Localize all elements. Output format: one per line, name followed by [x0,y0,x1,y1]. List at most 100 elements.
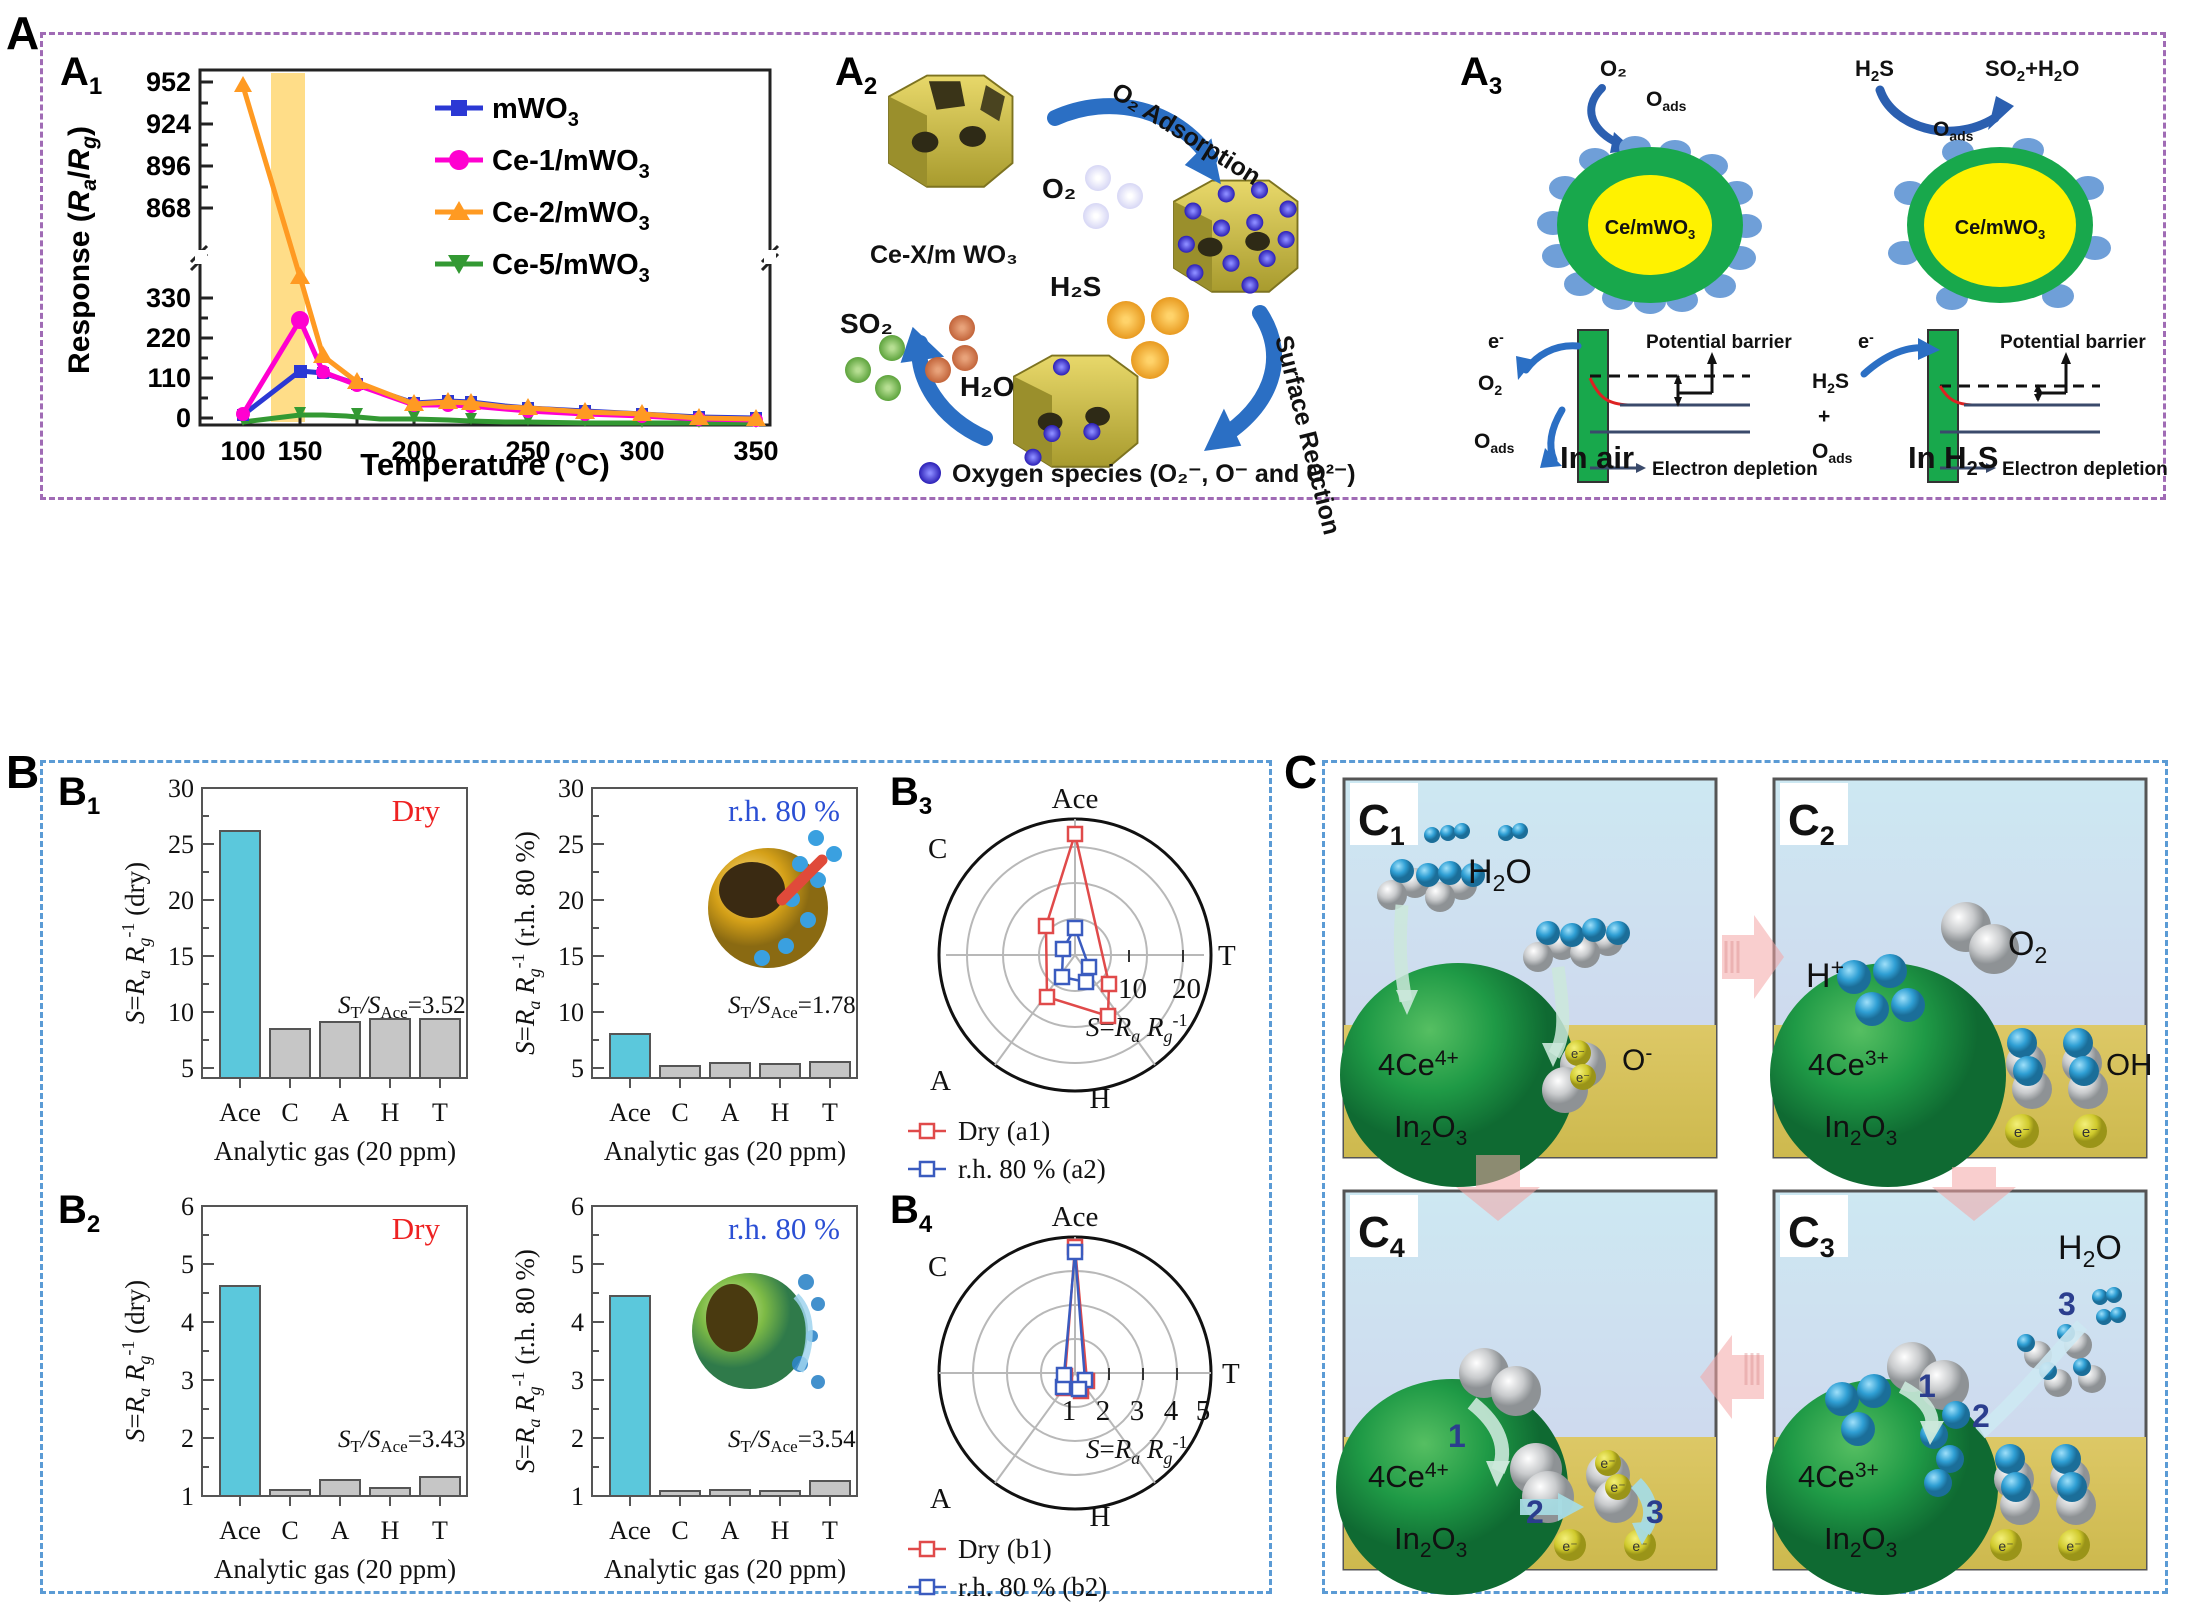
subpanel-b3-label: B3 [890,770,932,821]
b1d-xlabel: Analytic gas (20 ppm) [214,1136,456,1166]
a1-xtick: 100 [220,436,265,466]
b3-rtick-10: 10 [1118,973,1147,1005]
arrow-o2-adsorption [1047,98,1221,185]
c4-label: C4 [1358,1208,1405,1263]
bar-a [319,1479,361,1497]
bar-c [659,1490,701,1497]
chart-b4-radar: Ace T H A C 1 2 3 4 5 S=Ra Rg-1 Dry (b1)… [900,1201,1270,1602]
b1r-xtick: C [671,1098,688,1127]
b1-letter: B [58,770,87,814]
b2r-ytick: 6 [571,1192,584,1221]
a3l-o2-species: O2 [1478,372,1502,398]
b2d-ratio: ST/SAce=3.43 [338,1426,466,1456]
svg-text:e⁻: e⁻ [2014,1124,2030,1141]
b1r-xlabel: Analytic gas (20 ppm) [604,1136,846,1166]
c4-step-1: 1 [1448,1418,1466,1454]
b1r-ytick: 20 [558,886,584,915]
o2-molecules [1083,165,1143,229]
b3-letter: B [890,770,919,814]
b4-radial-label: S=Ra Rg-1 [1086,1432,1187,1468]
subpanel-b1-label: B1 [58,770,100,821]
b4-axis-t: T [1222,1358,1240,1390]
subpanel-a2-label: A2 [835,50,877,101]
porous-material-3 [1013,354,1139,468]
b3-series-rh80-markers [1053,919,1098,991]
bar-a [319,1021,361,1079]
svg-text:e⁻: e⁻ [1562,1538,1577,1554]
panel-a-container [40,32,2166,500]
bar-a [709,1062,751,1079]
b2r-xtick: T [822,1516,838,1545]
a3l-core-label: Ce/mWO3 [1605,217,1696,242]
a3l-depletion-label: Electron depletion [1652,459,1818,480]
panel-c-label: C [1284,746,1318,798]
b1r-ylabel: S=Ra Rg-1 (r.h. 80 %) [508,831,544,1055]
b2d-xtick: T [432,1516,448,1545]
bar-ace [219,1285,261,1497]
b4-axis-ace: Ace [1052,1201,1099,1233]
panel-c-container [1322,760,2168,1594]
a3r-depletion-label: Electron depletion [2002,459,2168,480]
a1-ytick: 110 [147,363,191,393]
b4-sub: 4 [918,1211,933,1238]
panel-b-letter: B [6,745,39,799]
b1r-xtick: T [822,1098,838,1127]
a1-ytick: 868 [146,193,191,223]
a3l-oads-label: Oads [1646,88,1687,114]
a3-sub: 3 [1488,73,1503,100]
b1r-xtick: Ace [609,1098,651,1127]
b1d-ytick: 25 [168,830,194,859]
c1-h2o-label: H2O [1468,853,1532,896]
b2r-xtick: A [721,1516,740,1545]
c3-step-2: 2 [1972,1398,1990,1434]
subpanel-c2: e⁻ e⁻ O2 H+ OH 4Ce3+ In2O3 C2 [1770,777,2153,1187]
bar-ace [609,1295,651,1497]
b1r-ytick: 10 [558,998,584,1027]
b1r-ytick: 15 [558,942,584,971]
b2d-ytick: 1 [181,1482,194,1511]
b2d-xtick: C [281,1516,298,1545]
b2r-ylabel: S=Ra Rg-1 (r.h. 80 %) [508,1249,544,1473]
b2r-xtick: C [671,1516,688,1545]
c3-substrate-label: In2O3 [1824,1521,1897,1562]
subpanel-c1: e⁻e⁻ H2O O- 4Ce4+ In2O3 C1 [1340,777,1718,1187]
b3-legend: Dry (a1) r.h. 80 % (a2) [908,1116,1106,1184]
a2-h2s-label: H₂S [1050,271,1101,302]
chart-b2-rh80: 6 5 4 3 2 1 Ace C A H T Analytic gas (20… [500,1186,900,1586]
b1d-ylabel: S=Ra Rg-1 (dry) [118,862,154,1024]
cycle-arrows [1456,915,2016,1419]
c2-label: C2 [1788,796,1835,851]
a2-letter: A [835,50,864,94]
b3-axis-c: C [928,833,947,865]
a3l-oads-species: Oads [1474,430,1515,456]
h2s-molecules [1107,297,1189,379]
a3r-oads-species: Oads [1812,440,1853,466]
c3-h2o-label: H2O [2058,1229,2122,1272]
bar-t [809,1061,851,1079]
diagram-c-grid: e⁻ e⁻ H2O O- 4Ce4+ In2O3 C1 e [1336,775,2153,1595]
a3r-h2s-in: H2S [1855,56,1894,85]
oxygen-species-icon [919,462,941,484]
a1-xtick: 200 [391,436,436,466]
a3l-electron-label: e- [1488,329,1504,353]
c1-substrate-label: In2O3 [1394,1109,1467,1150]
bar-h [369,1487,411,1497]
b3-axis-a: A [930,1065,951,1097]
b4-legend-dry: Dry (b1) [958,1534,1052,1564]
c2-ce-label: 4Ce3+ [1808,1047,1889,1082]
porous-material-2 [1173,179,1299,294]
b2-sub: 2 [86,1211,101,1238]
bar-c [659,1065,701,1079]
b1r-xtick: A [721,1098,740,1127]
b2d-ylabel: S=Ra Rg-1 (dry) [118,1280,154,1442]
bar-ace [219,830,261,1079]
b2r-ytick: 3 [571,1366,584,1395]
b2d-xtick: Ace [219,1516,261,1545]
b2r-xlabel: Analytic gas (20 ppm) [604,1554,846,1584]
b3-sub: 3 [918,793,933,820]
particle-core-shell-air: Ce/mWO3 [1537,136,1762,314]
b2r-ytick: 1 [571,1482,584,1511]
a3-right-caption: In H2S [1908,440,1999,481]
diagram-a3-left: O₂ Oads Ce/mWO3 e- O2 Oads Potential bar… [1450,48,1830,488]
b3-axis-ace: Ace [1052,783,1099,815]
